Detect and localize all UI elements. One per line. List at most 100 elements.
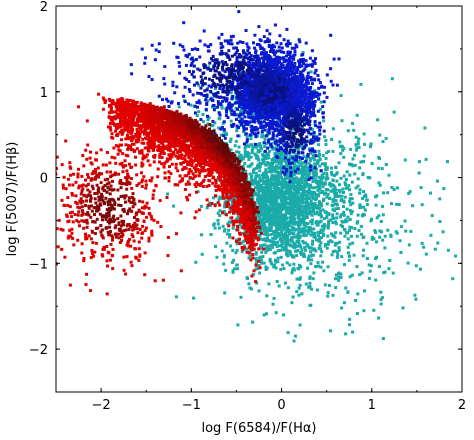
scatter-point [344, 186, 348, 190]
scatter-point [225, 232, 229, 236]
scatter-point [339, 152, 343, 156]
scatter-point [375, 194, 379, 198]
scatter-point [327, 212, 331, 216]
scatter-point [293, 228, 297, 232]
scatter-point [231, 248, 235, 252]
scatter-point [249, 155, 253, 159]
scatter-point [252, 167, 256, 171]
scatter-point [399, 225, 403, 229]
scatter-point [266, 190, 270, 194]
scatter-point [266, 216, 270, 220]
scatter-point [228, 233, 232, 236]
scatter-point [355, 234, 359, 238]
scatter-point [244, 122, 248, 126]
scatter-point [312, 101, 316, 105]
scatter-point [174, 295, 178, 299]
scatter-point [286, 136, 290, 140]
scatter-point [320, 236, 323, 240]
scatter-point [395, 186, 399, 190]
scatter-point [302, 97, 306, 101]
scatter-point [283, 86, 287, 90]
scatter-point [267, 222, 271, 226]
scatter-point [253, 120, 257, 124]
scatter-point [281, 204, 285, 207]
scatter-point [292, 66, 295, 70]
scatter-point [318, 180, 322, 184]
scatter-point [280, 62, 284, 66]
scatter-point [369, 219, 373, 223]
scatter-point [281, 93, 284, 97]
scatter-point [317, 200, 321, 204]
scatter-point [303, 67, 307, 71]
scatter-point [378, 133, 382, 137]
scatter-point [302, 218, 306, 222]
scatter-point [294, 69, 298, 73]
scatter-point [340, 255, 344, 259]
scatter-point [272, 211, 276, 215]
scatter-point [317, 234, 320, 237]
scatter-point [280, 239, 284, 243]
scatter-point [295, 234, 299, 238]
scatter-point [348, 173, 352, 177]
scatter-point [304, 165, 308, 169]
scatter-point [362, 190, 365, 194]
scatter-point [279, 248, 283, 252]
scatter-point [241, 157, 245, 161]
scatter-point [263, 54, 267, 58]
scatter-point [304, 162, 308, 166]
scatter-point [288, 222, 291, 226]
scatter-point [257, 144, 261, 148]
scatter-point [337, 272, 340, 276]
scatter-point [319, 254, 323, 258]
scatter-point [244, 56, 248, 60]
scatter-point [298, 187, 302, 191]
scatter-point [344, 178, 348, 181]
scatter-point [315, 181, 319, 185]
scatter-point [268, 226, 272, 230]
scatter-point [277, 179, 280, 183]
scatter-point [222, 134, 226, 138]
scatter-point [293, 61, 297, 65]
scatter-point [295, 171, 298, 175]
scatter-point [197, 83, 201, 87]
scatter-point [236, 134, 240, 138]
scatter-point [258, 188, 262, 192]
scatter-point [276, 118, 280, 122]
scatter-point [325, 195, 329, 199]
scatter-point [397, 203, 401, 207]
scatter-point [331, 213, 335, 217]
scatter-point [240, 241, 244, 245]
scatter-point [258, 169, 262, 173]
scatter-point [362, 309, 366, 313]
scatter-point [283, 178, 287, 182]
scatter-point [295, 75, 298, 79]
scatter-point [407, 243, 411, 247]
scatter-point [276, 211, 279, 215]
scatter-point [424, 252, 428, 256]
scatter-point [312, 204, 316, 208]
scatter-point [286, 168, 290, 172]
scatter-point [254, 252, 258, 256]
scatter-point [307, 187, 311, 191]
scatter-point [247, 282, 251, 286]
scatter-point [254, 185, 258, 189]
scatter-point [275, 62, 278, 65]
scatter-point [323, 283, 327, 287]
scatter-point [251, 171, 255, 175]
scatter-point [304, 208, 308, 212]
scatter-point [265, 51, 268, 55]
scatter-point [265, 294, 269, 298]
scatter-point [242, 91, 246, 95]
scatter-point [286, 51, 290, 54]
scatter-point [302, 241, 306, 245]
scatter-point [248, 104, 252, 108]
scatter-point [270, 262, 274, 266]
scatter-point [276, 221, 280, 225]
scatter-point [365, 203, 369, 207]
scatter-point [250, 124, 254, 128]
scatter-point [273, 151, 277, 155]
scatter-point [333, 249, 337, 253]
scatter-point [273, 170, 277, 174]
scatter-point [299, 220, 303, 224]
scatter-point [250, 97, 254, 101]
